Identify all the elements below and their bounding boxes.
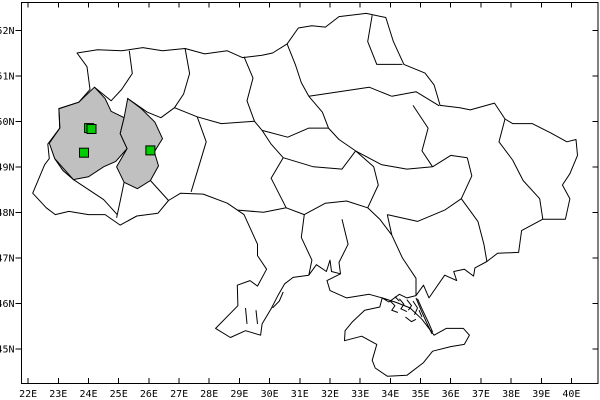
station-marker [145, 145, 156, 156]
oblast-boundary [243, 56, 263, 131]
x-tick-label: 27E [170, 389, 188, 400]
x-tick-label: 36E [442, 389, 460, 400]
x-tick-label: 25E [110, 389, 128, 400]
oblast-boundary [174, 48, 191, 108]
oblast-boundary [270, 157, 287, 209]
arabat-spit [417, 298, 434, 333]
x-tick-label: 37E [472, 389, 490, 400]
oblast-boundary [412, 105, 434, 168]
x-tick-label: 23E [49, 389, 67, 400]
ukraine-country-border [32, 12, 578, 377]
station-markers-layer [79, 123, 156, 158]
budjak-lakes [255, 310, 258, 324]
oblast-boundary [94, 50, 133, 102]
x-tick-label: 40E [562, 389, 580, 400]
syvash-lagoon [418, 309, 423, 318]
oblast-boundary [460, 157, 473, 199]
x-tick-label: 39E [532, 389, 550, 400]
oblast-boundary [338, 219, 349, 274]
x-tick-label: 32E [321, 389, 339, 400]
boundary-lines-layer [32, 12, 578, 377]
oblast-boundary [512, 159, 544, 220]
syvash-lagoon [399, 298, 408, 313]
dniester-estuary [272, 291, 284, 309]
oblast-boundary [355, 150, 433, 170]
x-tick-label: 29E [230, 389, 248, 400]
oblast-boundary [54, 158, 118, 215]
oblast-boundary [300, 214, 313, 276]
oblast-boundary [308, 95, 329, 129]
oblast-boundary [116, 182, 125, 218]
oblast-boundary [150, 180, 169, 201]
syvash-lagoon [412, 300, 419, 315]
highlighted-region-ternopil-oblast [116, 97, 164, 190]
oblast-boundary [261, 127, 329, 138]
y-tick-label: 48N [0, 208, 15, 219]
oblast-boundary [328, 127, 356, 152]
oblast-boundary [286, 43, 310, 97]
oblast-boundary [174, 107, 255, 125]
x-tick-label: 31E [291, 389, 309, 400]
oblast-boundary [308, 86, 392, 97]
x-tick-label: 35E [411, 389, 429, 400]
oblast-boundary [498, 118, 514, 161]
oblast-boundary [391, 234, 417, 296]
oblast-boundary [355, 150, 379, 209]
y-tick-label: 45N [0, 344, 15, 355]
oblast-boundary [261, 130, 284, 159]
x-tick-label: 30E [261, 389, 279, 400]
x-tick-label: 24E [79, 389, 97, 400]
oblast-boundary [387, 198, 462, 222]
y-tick-label: 52N [0, 26, 15, 37]
y-tick-label: 46N [0, 299, 15, 310]
budjak-lakes [245, 307, 248, 324]
x-tick-label: 33E [351, 389, 369, 400]
syvash-lagoon [394, 296, 400, 302]
y-tick-label: 50N [0, 117, 15, 128]
highlighted-regions-layer [48, 86, 164, 190]
x-tick-label: 38E [502, 389, 520, 400]
oblast-boundary [460, 198, 488, 262]
oblast-boundary [367, 15, 403, 65]
station-marker [86, 124, 97, 134]
y-tick-label: 47N [0, 253, 15, 264]
x-tick-label: 34E [381, 389, 399, 400]
oblast-boundary [386, 214, 393, 236]
oblast-boundary [304, 200, 368, 216]
oblast-boundary [127, 98, 175, 119]
x-tick-label: 26E [140, 389, 158, 400]
y-tick-label: 49N [0, 162, 15, 173]
oblast-boundary [283, 150, 357, 170]
y-tick-label: 51N [0, 71, 15, 82]
arabat-spit [415, 297, 433, 335]
water-features-layer [245, 291, 434, 335]
syvash-lagoon [406, 299, 413, 311]
oblast-boundary [190, 116, 207, 193]
plot-frame [21, 2, 599, 384]
syvash-lagoon [405, 316, 417, 323]
syvash-lagoon [389, 300, 399, 313]
oblast-boundary [367, 207, 393, 236]
oblast-boundary [432, 154, 468, 168]
x-tick-label: 28E [200, 389, 218, 400]
oblast-boundary [237, 207, 305, 216]
x-tick-label: 22E [19, 389, 37, 400]
oblast-boundary [391, 91, 440, 107]
station-marker [79, 147, 89, 158]
